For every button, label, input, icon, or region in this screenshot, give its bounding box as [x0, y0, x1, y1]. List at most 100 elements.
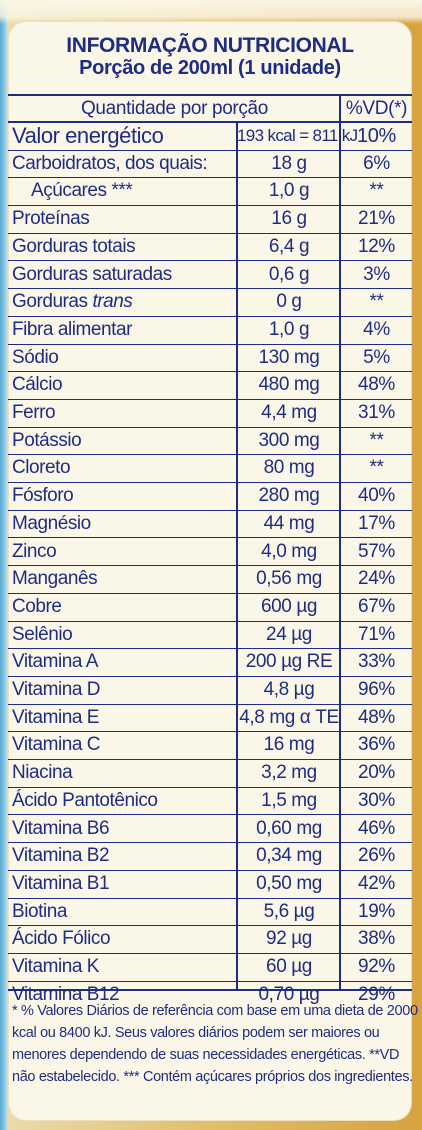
- nutrition-facts-panel: INFORMAÇÃO NUTRICIONAL Porção de 200ml (…: [8, 21, 418, 1121]
- nutrient-name: Carboidratos, dos quais:: [12, 152, 208, 174]
- table-row: Ácido Pantotênico 1,5 mg 30%: [8, 788, 412, 816]
- nutrient-amount: 130 mg: [258, 346, 320, 368]
- nutrient-name: Cobre: [12, 595, 62, 617]
- table-row: Cloreto 80 mg **: [8, 455, 412, 484]
- nutrient-name: Cloreto: [12, 457, 71, 479]
- nutrient-amount: 0,56 mg: [256, 568, 322, 590]
- nutrient-vd: 21%: [358, 208, 395, 230]
- table-row: Manganês 0,56 mg 24%: [8, 566, 412, 594]
- nutrient-amount: 60 µg: [266, 956, 312, 977]
- nutrient-vd: 57%: [358, 540, 395, 562]
- nutrient-name: Vitamina B2: [12, 845, 110, 867]
- nutrient-vd: 26%: [358, 845, 395, 867]
- nutrient-vd: 46%: [358, 817, 395, 839]
- nutrient-vd: **: [369, 457, 384, 479]
- amount-column-divider: [236, 123, 238, 989]
- nutrient-name: Ferro: [12, 402, 56, 423]
- vd-column-divider: [339, 96, 341, 989]
- nutrient-name: Fósforo: [12, 485, 74, 507]
- table-row: Selênio 24 µg 71%: [8, 622, 412, 650]
- table-row: Vitamina B1 0,50 mg 42%: [8, 871, 412, 899]
- nutrient-vd: 36%: [358, 734, 395, 756]
- table-row: Cobre 600 µg 67%: [8, 594, 412, 622]
- table-row: Cálcio 480 mg 48%: [8, 372, 412, 400]
- nutrient-amount: 280 mg: [258, 485, 320, 507]
- nutrient-name: Zinco: [12, 540, 57, 562]
- footnote-line: menores dependendo de suas necessidades …: [12, 1047, 400, 1063]
- nutrient-name: Vitamina B6: [12, 817, 110, 839]
- nutrient-name: Gorduras trans: [12, 289, 236, 315]
- nutrient-amount: 193 kcal = 811 kJ: [237, 126, 358, 145]
- quantity-header: Quantidade por porção: [80, 98, 268, 119]
- nutrient-amount: 600 µg: [260, 595, 318, 617]
- nutrient-amount: 4,8 µg: [263, 679, 315, 700]
- nutrient-amount: 80 mg: [263, 457, 315, 479]
- table-row: Vitamina A 200 µg RE 33%: [8, 649, 412, 677]
- nutrient-vd: 10%: [357, 125, 396, 147]
- nutrient-name: Cálcio: [12, 374, 63, 396]
- table-row: Vitamina D 4,8 µg 96%: [8, 677, 412, 705]
- serving-size: Porção de 200ml (1 unidade): [79, 57, 341, 79]
- nutrient-amount: 4,4 mg: [261, 402, 317, 423]
- nutrient-vd: 29%: [358, 983, 395, 1005]
- nutrient-amount: 300 mg: [258, 429, 320, 451]
- nutrient-amount: 1,0 g: [268, 318, 310, 340]
- nutrient-amount: 0,50 mg: [256, 872, 322, 894]
- table-row: Fósforo 280 mg 40%: [8, 483, 412, 511]
- table-row: Niacina 3,2 mg 20%: [8, 760, 412, 788]
- table-row: Potássio 300 mg **: [8, 428, 412, 456]
- table-row: Fibra alimentar 1,0 g 4%: [8, 317, 412, 345]
- table-row: Vitamina E 4,8 mg α TE 48%: [8, 705, 412, 733]
- nutrient-name: Gorduras totais: [12, 235, 136, 257]
- table-row: Carboidratos, dos quais: 18 g 6%: [8, 151, 412, 179]
- vd-header: %VD(*): [345, 98, 408, 119]
- nutrient-amount: 3,2 mg: [261, 762, 317, 784]
- nutrient-name: Gorduras saturadas: [12, 263, 172, 285]
- nutrient-vd: 3%: [363, 263, 390, 285]
- nutrient-amount: 16 mg: [263, 734, 315, 756]
- nutrient-name: Biotina: [12, 900, 67, 922]
- nutrient-amount: 44 mg: [263, 512, 315, 534]
- table-row: Vitamina K 60 µg 92%: [8, 954, 412, 982]
- nutrition-table: Quantidade por porção %VD(*) Valor energ…: [8, 94, 412, 1005]
- nutrient-name: Selênio: [12, 623, 73, 645]
- nutrient-vd: 12%: [358, 235, 395, 257]
- table-row: Vitamina B6 0,60 mg 46%: [8, 816, 412, 844]
- nutrient-amount: 0,6 g: [268, 263, 310, 285]
- nutrient-amount: 24 µg: [266, 623, 312, 645]
- nutrient-vd: **: [369, 291, 384, 313]
- nutrient-amount: 5,6 µg: [263, 900, 315, 922]
- nutrient-name: Manganês: [12, 568, 98, 590]
- table-row: Proteínas 16 g 21%: [8, 206, 412, 234]
- table-row: Ferro 4,4 mg 31%: [8, 400, 412, 428]
- nutrient-vd: **: [369, 180, 384, 202]
- package-highlight: [0, 0, 422, 24]
- table-row: Sódio 130 mg 5%: [8, 345, 412, 373]
- table-row: Biotina 5,6 µg 19%: [8, 899, 412, 927]
- nutrient-vd: 17%: [358, 512, 395, 534]
- table-row: Vitamina B2 0,34 mg 26%: [8, 843, 412, 871]
- table-row: Vitamina B12 0,70 µg 29%: [8, 982, 412, 1010]
- nutrient-vd: 6%: [363, 152, 390, 174]
- nutrient-amount: 480 mg: [258, 374, 320, 396]
- nutrient-name: Vitamina B12: [12, 983, 120, 1005]
- nutrient-vd: 20%: [358, 762, 395, 784]
- nutrient-vd: 40%: [358, 485, 395, 507]
- nutrient-vd: **: [369, 429, 384, 451]
- nutrient-amount: 16 g: [271, 208, 307, 230]
- nutrient-vd: 48%: [358, 374, 395, 396]
- nutrient-vd: 19%: [358, 900, 395, 922]
- nutrient-name: Vitamina C: [12, 734, 101, 756]
- nutrient-amount: 0,60 mg: [256, 817, 322, 839]
- table-row: Valor energético 193 kcal = 811 kJ 10%: [8, 123, 412, 151]
- nutrient-vd: 96%: [358, 679, 395, 700]
- nutrient-vd: 92%: [358, 956, 395, 977]
- nutrient-vd: 31%: [358, 402, 395, 423]
- nutrient-vd: 33%: [358, 651, 395, 673]
- nutrient-name-main: Gorduras: [12, 291, 88, 313]
- nutrient-amount: 4,0 mg: [261, 540, 317, 562]
- nutrient-name: Potássio: [12, 429, 82, 451]
- nutrient-amount: 200 µg RE: [245, 651, 333, 673]
- nutrient-amount: 0,34 mg: [256, 845, 322, 867]
